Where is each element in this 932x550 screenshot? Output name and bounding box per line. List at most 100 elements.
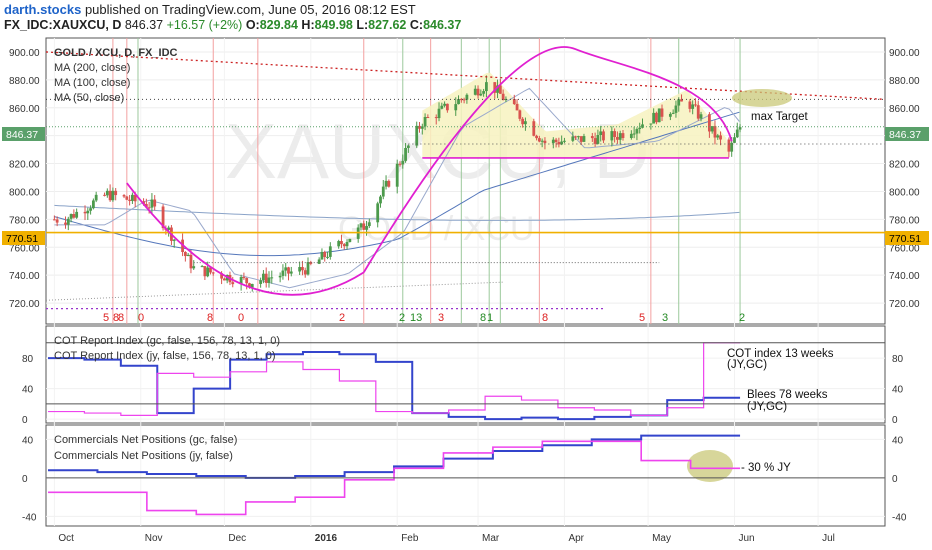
last-price-tag-right (885, 127, 929, 141)
candle-up (320, 251, 324, 260)
gray-dotted-rising (45, 281, 504, 301)
candle-down (203, 266, 207, 277)
candle-down (445, 103, 449, 111)
high-label: H: (301, 18, 315, 32)
candle-up (465, 94, 469, 100)
candle-up (267, 277, 271, 283)
candle-down (694, 104, 697, 106)
candle-down (128, 199, 132, 201)
price-tick-label-left: 800.00 (9, 187, 40, 198)
candle-up (738, 127, 742, 130)
candle-down (122, 195, 126, 197)
cycle-count-label: 2 (399, 312, 405, 324)
candle-down (183, 252, 187, 257)
cycle-count-label: 5 (103, 312, 109, 324)
candle-up (454, 104, 458, 111)
cot-gc-line (48, 350, 741, 421)
open-label: O: (245, 18, 260, 32)
candle-up (326, 256, 329, 258)
indicator-tick-label-left: -40 (22, 512, 37, 523)
annotation-blees-line2: (JY,GC) (747, 401, 787, 413)
candle-down (242, 277, 246, 279)
candle-up (75, 211, 79, 218)
candle-up (610, 131, 614, 141)
candle-down (719, 135, 722, 140)
cycle-count-label: 0 (238, 312, 244, 324)
price-tick-label-left: 820.00 (9, 160, 40, 171)
annotation-cot13-line2: (JY,GC) (727, 359, 767, 371)
candle-up (629, 133, 633, 138)
candle-up (278, 275, 282, 278)
candle-up (699, 114, 703, 119)
low-label: L: (356, 18, 369, 32)
candle-down (613, 131, 617, 138)
price-tick-label-left: 720.00 (9, 299, 40, 310)
price-tick-label-left: 900.00 (9, 48, 40, 59)
candle-up (111, 190, 115, 201)
cycle-count-label: 3 (438, 312, 444, 324)
candle-up (66, 218, 70, 225)
candle-down (655, 112, 658, 123)
head-shoulders-fill (422, 72, 729, 158)
candle-down (52, 219, 56, 221)
time-tick-label: Jun (738, 533, 754, 544)
candle-down (590, 136, 594, 139)
candle-up (206, 267, 210, 277)
candle-up (437, 108, 441, 119)
candle-down (660, 108, 664, 117)
candle-up (289, 271, 293, 274)
candle-up (259, 280, 263, 284)
level-label-right: 770.51 (889, 233, 921, 245)
cycle-count-label: 8 (207, 312, 213, 324)
candle-up (671, 112, 675, 114)
candle-down (245, 278, 249, 284)
candle-up (337, 241, 341, 247)
candle-up (384, 180, 388, 187)
time-tick-label: Feb (401, 533, 419, 544)
candle-down (532, 121, 536, 136)
candle-down (515, 104, 519, 111)
indicator-tick-label-left: 80 (22, 354, 34, 365)
candle-down (713, 126, 717, 138)
cycle-count-label: 8 (113, 312, 119, 324)
level-tag-left (2, 231, 45, 245)
candle-down (362, 223, 366, 230)
candle-down (161, 206, 165, 229)
candle-up (404, 147, 407, 161)
annotation-max-target: max Target (751, 111, 808, 123)
candle-down (579, 136, 583, 142)
cycle-count-label: 2 (739, 312, 745, 324)
candle-up (262, 273, 265, 281)
time-tick-label: 2016 (315, 533, 338, 544)
candle-down (501, 93, 505, 101)
indicator-tick-label-right: -40 (892, 512, 907, 523)
candle-up (381, 186, 385, 197)
candle-down (301, 267, 304, 271)
legend-cnp-gc: Commercials Net Positions (gc, false) (54, 434, 237, 446)
time-tick-label: Mar (482, 533, 500, 544)
candle-down (535, 135, 538, 139)
overlay-drawings (45, 46, 886, 482)
candle-down (72, 214, 76, 218)
candle-up (345, 242, 349, 247)
candle-up (504, 99, 508, 101)
cycle-count-label: 3 (662, 312, 668, 324)
candle-down (696, 105, 700, 119)
cnp-pane-frame (45, 424, 886, 527)
level-label-left: 770.51 (6, 233, 38, 245)
cot-pane-lines (46, 342, 885, 421)
candle-up (284, 267, 288, 271)
candle-down (209, 267, 212, 273)
candle-down (323, 251, 327, 258)
candle-down (153, 199, 157, 207)
cnp-jy-line (48, 440, 741, 516)
author-link[interactable]: darth.stocks (4, 2, 82, 17)
ma100-line (54, 111, 740, 257)
indicator-tick-label-right: 40 (892, 435, 904, 446)
time-tick-label: Oct (58, 533, 74, 544)
candle-up (730, 142, 734, 152)
candle-up (496, 85, 499, 93)
cot-jy-line (48, 342, 741, 416)
candle-down (220, 273, 224, 279)
indicator-tick-label-right: 80 (892, 354, 904, 365)
